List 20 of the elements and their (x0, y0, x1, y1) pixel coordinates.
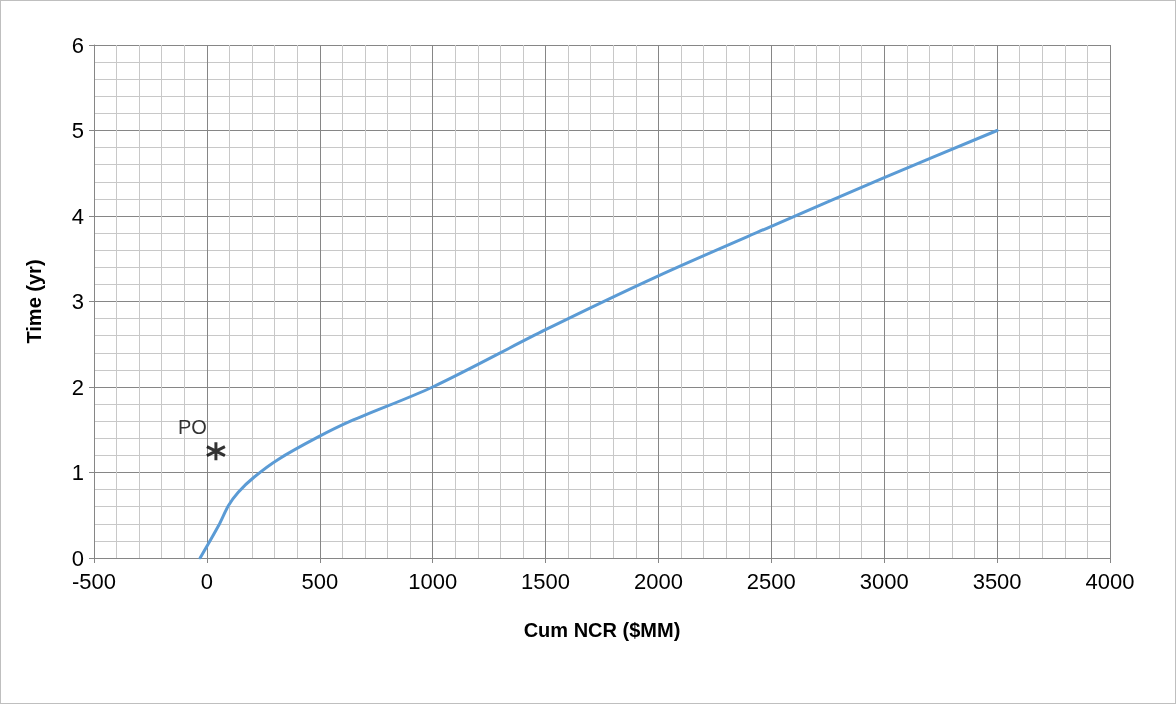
y-tick-label: 2 (71, 374, 84, 400)
y-axis-title: Time (yr) (23, 259, 45, 344)
y-tick-label: 0 (71, 545, 84, 571)
y-tick-label: 1 (71, 460, 84, 485)
x-tick-label: 4000 (1085, 568, 1135, 594)
x-tick-label: 3500 (972, 568, 1022, 594)
x-tick-label: 2500 (746, 568, 796, 594)
annotation: PO (177, 416, 207, 439)
y-tick-label: 5 (71, 118, 84, 143)
y-tick-label: 3 (71, 289, 84, 314)
x-tick-label: -500 (71, 568, 117, 594)
x-tick-label: 2000 (633, 568, 683, 594)
y-tick-label: 4 (71, 203, 84, 229)
y-tick-label: 6 (71, 32, 84, 58)
x-tick-label: 500 (301, 568, 339, 594)
x-tick-label: 0 (200, 568, 214, 594)
x-axis-title: Cum NCR ($MM) (523, 619, 681, 641)
x-tick-label: 3000 (859, 568, 909, 594)
x-tick-label: 1500 (521, 568, 571, 594)
x-tick-label: 1000 (408, 568, 458, 594)
